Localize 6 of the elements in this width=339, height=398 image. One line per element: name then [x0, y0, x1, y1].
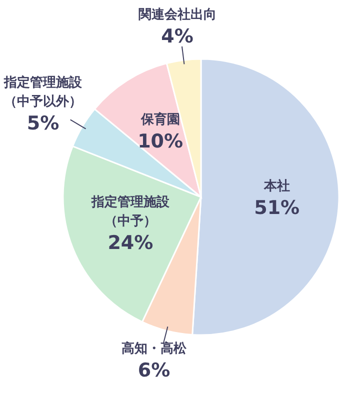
data-label: 5%: [26, 112, 60, 134]
slice-label: 関連会社出向: [138, 6, 216, 22]
data-label: 6%: [138, 360, 170, 382]
data-label: 4%: [161, 25, 194, 48]
slice-label: 指定管理施設（中予以外）: [3, 74, 83, 110]
slice-label: 高知・高松: [121, 340, 188, 357]
